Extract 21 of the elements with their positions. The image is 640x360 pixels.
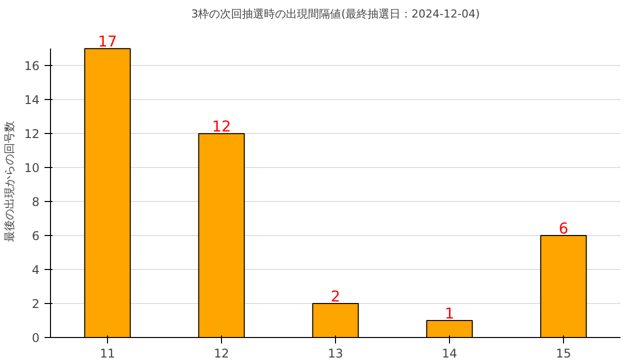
data-label: 12 (212, 118, 232, 136)
y-tick-label: 8 (32, 195, 40, 210)
x-tick-label: 14 (442, 346, 458, 360)
y-tick-label: 4 (32, 263, 40, 278)
x-tick-label: 13 (328, 346, 344, 360)
data-label: 17 (98, 32, 118, 51)
y-tick-label: 2 (32, 297, 40, 312)
y-axis-title: 最後の出現からの回号数 (3, 121, 16, 242)
y-tick-label: 0 (32, 331, 40, 345)
x-tick-label: 12 (214, 346, 230, 360)
data-label: 6 (558, 220, 568, 238)
y-tick-label: 16 (24, 59, 40, 74)
x-tick-label: 11 (100, 346, 116, 360)
y-tick-label: 14 (24, 93, 40, 108)
data-label: 1 (444, 304, 454, 323)
y-tick-label: 10 (24, 161, 40, 176)
x-tick-label: 15 (556, 346, 572, 360)
y-tick-label: 12 (24, 127, 40, 142)
y-tick-label: 6 (32, 229, 40, 244)
chart-title: 3枠の次回抽選時の出現間隔値(最終抽選日：2024-12-04) (191, 8, 480, 20)
data-label: 2 (330, 288, 340, 306)
